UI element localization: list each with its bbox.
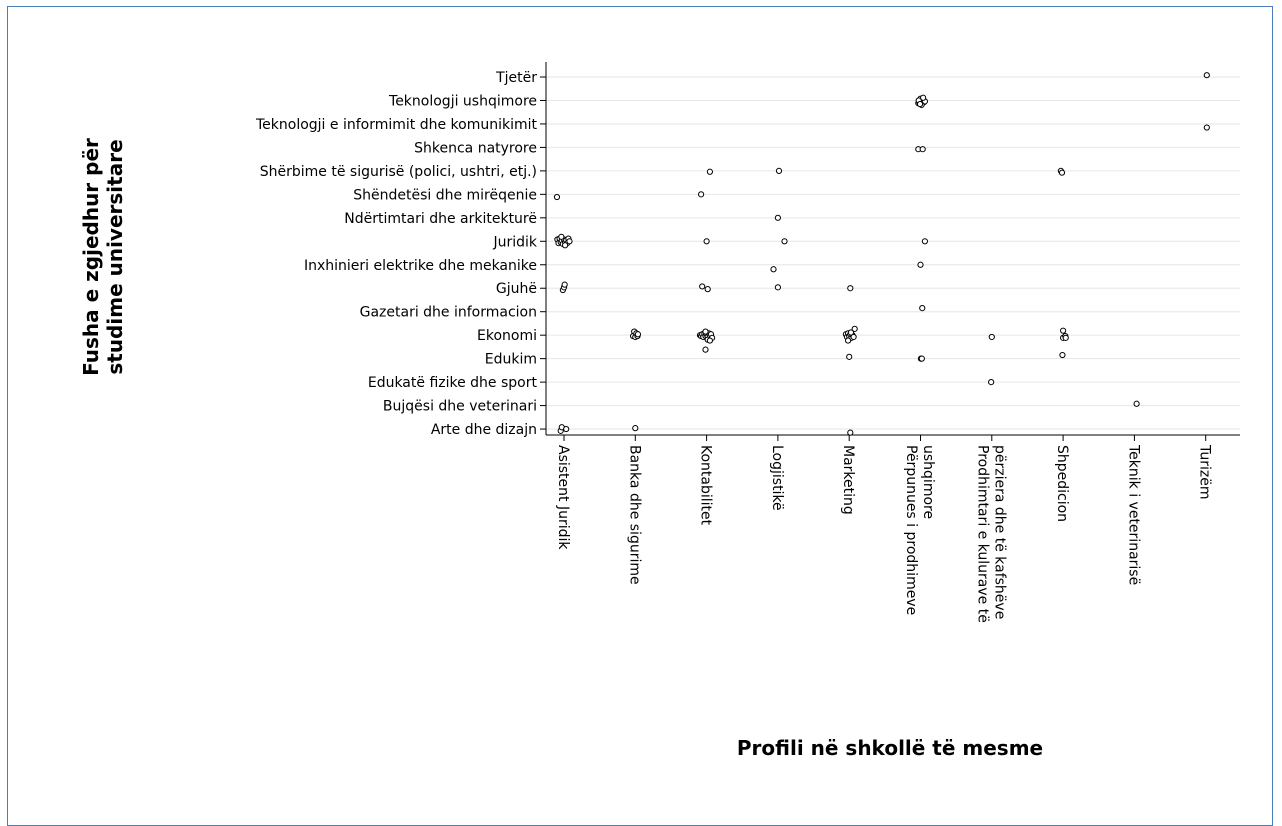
y-axis-title: Fusha e zgjedhur për studime universitare: [79, 138, 127, 376]
data-point: [847, 329, 855, 336]
x-tick-label: Përpunues i prodhimeve: [903, 445, 919, 615]
chart-frame: Tjetër Teknologji ushqimore Teknologji e i…: [7, 6, 1273, 826]
data-point: [774, 214, 782, 221]
data-point: [846, 353, 853, 360]
data-point: [847, 429, 854, 436]
y-tick-label: Inxhinieri elektrike dhe mekanike: [304, 258, 537, 274]
x-tick-label: Prodhimtari e kulurave të: [974, 445, 990, 623]
data-points: [553, 72, 1210, 436]
data-point: [916, 100, 924, 108]
data-point: [781, 238, 788, 245]
data-point: [919, 146, 926, 153]
data-point: [566, 238, 573, 245]
x-tick-label: Logjistikë: [769, 445, 785, 511]
data-point: [988, 333, 995, 341]
axes: [540, 62, 1240, 441]
data-point: [774, 284, 782, 291]
data-point: [562, 242, 569, 249]
data-point: [553, 193, 561, 201]
y-tick-label: Shkenca natyrore: [414, 140, 537, 156]
data-point: [1058, 169, 1066, 176]
data-point: [704, 286, 711, 293]
y-axis-title-line: Fusha e zgjedhur për: [79, 138, 103, 376]
data-point: [702, 346, 709, 353]
y-axis-title-line: studime universitare: [103, 139, 127, 374]
x-axis-tick-labels: Asistent Juridik Banka dhe sigurime Kontab…: [555, 444, 1213, 623]
grid-lines: [546, 76, 1240, 430]
data-point: [706, 168, 714, 175]
y-tick-label: Edukim: [485, 352, 537, 368]
data-point: [850, 333, 857, 341]
data-point: [1059, 351, 1066, 359]
data-point: [918, 355, 925, 362]
data-point: [1062, 334, 1069, 341]
y-tick-label: Ndërtimtari dhe arkitekturë: [344, 211, 537, 227]
data-point: [1060, 327, 1067, 334]
scatter-chart: Tjetër Teknologji ushqimore Teknologji e i…: [79, 62, 1240, 760]
data-point: [919, 305, 926, 312]
data-point: [706, 337, 714, 344]
x-tick-label: Marketing: [840, 445, 856, 515]
data-point: [634, 331, 642, 338]
data-point: [1203, 72, 1210, 79]
data-point: [988, 379, 995, 386]
data-point: [699, 283, 706, 290]
data-point: [1203, 124, 1210, 131]
y-tick-label: Gjuhë: [496, 281, 537, 297]
y-tick-label: Arte dhe dizajn: [431, 422, 537, 438]
data-point: [632, 425, 639, 432]
data-point: [851, 325, 858, 332]
y-tick-label: Shërbime të sigurisë (polici, ushtri, et…: [260, 164, 537, 180]
data-point: [920, 94, 927, 101]
x-tick-label: Turizëm: [1197, 444, 1213, 500]
y-tick-label: Gazetari dhe informacion: [360, 305, 537, 321]
y-tick-label: Shëndetësi dhe mirëqenie: [353, 187, 537, 203]
x-tick-label: Banka dhe sigurime: [626, 445, 642, 585]
x-tick-label: Shpedicion: [1054, 445, 1070, 522]
x-tick-label: Teknik i veterinarisë: [1125, 444, 1141, 585]
y-axis-tick-labels: Tjetër Teknologji ushqimore Teknologji e i…: [255, 70, 538, 438]
data-point: [770, 266, 777, 273]
y-tick-label: Edukatë fizike dhe sport: [368, 375, 538, 391]
data-point: [702, 328, 709, 335]
x-axis-title: Profili në shkollë të mesme: [737, 736, 1043, 760]
data-point: [698, 191, 705, 198]
x-tick-label: Asistent Juridik: [555, 445, 571, 550]
y-tick-label: Ekonomi: [477, 328, 537, 344]
data-point: [917, 261, 924, 268]
x-tick-label: Kontabilitet: [698, 445, 714, 526]
y-tick-label: Teknologji ushqimore: [388, 93, 537, 109]
data-point: [845, 337, 852, 344]
data-point: [561, 281, 568, 288]
x-tick-label: përziera dhe të kafshëve: [991, 445, 1007, 619]
y-tick-label: Bujqësi dhe veterinari: [383, 399, 537, 415]
y-tick-label: Tjetër: [495, 70, 537, 86]
data-point: [558, 233, 565, 240]
data-point: [563, 425, 570, 433]
y-tick-label: Juridik: [492, 234, 537, 250]
data-point: [921, 238, 929, 245]
data-point: [1133, 400, 1140, 407]
data-point: [847, 285, 854, 292]
x-tick-label: ushqimore: [920, 445, 936, 519]
y-tick-label: Teknologji e informimit dhe komunikimit: [255, 117, 538, 133]
data-point: [703, 238, 710, 245]
data-point: [775, 167, 783, 174]
